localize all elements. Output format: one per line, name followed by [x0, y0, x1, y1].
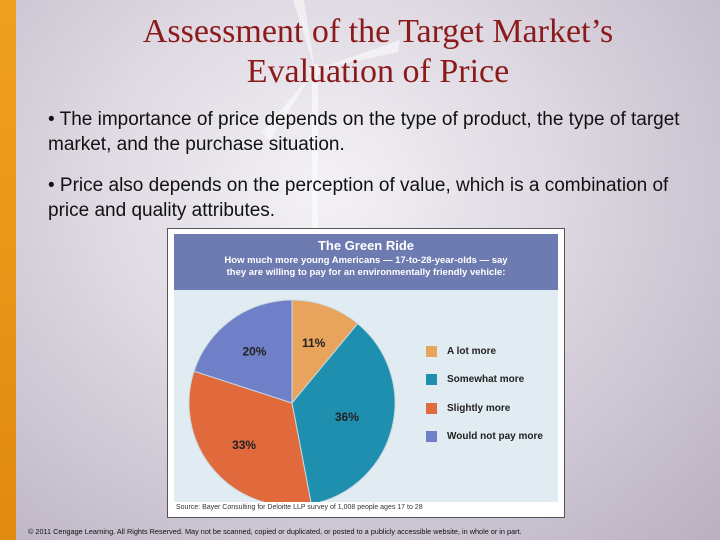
pie-slice-would-not-pay-more	[193, 299, 293, 404]
chart-subtitle: How much more young Americans — 17-to-28…	[182, 255, 550, 279]
pie-label-somewhat-more: 36%	[335, 410, 359, 424]
pie-label-slightly-more: 33%	[232, 438, 256, 452]
legend-swatch	[426, 431, 437, 442]
legend-swatch	[426, 346, 437, 357]
legend-item-would-not-pay-more: Would not pay more	[426, 431, 543, 445]
chart-subtitle-line-1: How much more young Americans — 17-to-28…	[224, 255, 508, 266]
chart-body: 11% 36% 33% 20% A lot more Somewhat more Slig…	[174, 290, 558, 507]
chart-subtitle-line-2: they are willing to pay for an environme…	[226, 267, 506, 278]
accent-bar	[0, 0, 16, 540]
legend-item-somewhat-more: Somewhat more	[426, 374, 524, 388]
slide-title: Assessment of the Target Market’s Evalua…	[40, 12, 716, 92]
legend-item-a-lot-more: A lot more	[426, 346, 496, 360]
copyright-footer: © 2011 Cengage Learning. All Rights Rese…	[28, 527, 522, 536]
legend-swatch	[426, 374, 437, 385]
chart-figure: The Green Ride How much more young Ameri…	[167, 228, 565, 518]
legend-item-slightly-more: Slightly more	[426, 403, 510, 417]
pie-slice-a-lot-more	[291, 299, 359, 405]
pie-label-would-not-pay-more: 20%	[242, 344, 266, 358]
chart-title: The Green Ride	[317, 238, 415, 253]
legend-label: Slightly more	[447, 403, 511, 415]
legend-label: Would not pay more	[447, 431, 543, 443]
bullet-1: • The importance of price depends on the…	[48, 109, 680, 155]
legend-label: Somewhat more	[447, 374, 525, 386]
legend-swatch	[426, 403, 437, 414]
legend-label: A lot more	[447, 346, 497, 358]
title-line-1: Assessment of the Target Market’s	[142, 13, 614, 50]
pie-slice-somewhat-more	[291, 322, 396, 505]
pie-label-a-lot-more: 11%	[302, 336, 326, 350]
bullet-2: • Price also depends on the perception o…	[48, 175, 669, 221]
title-line-2: Evaluation of Price	[246, 53, 510, 90]
pie-chart: 11% 36% 33% 20%	[188, 299, 396, 507]
chart-header: The Green Ride How much more young Ameri…	[174, 234, 558, 290]
wind-turbine-watermark	[262, 0, 400, 230]
chart-source: Source: Bayer Consulting for Deloitte LL…	[176, 504, 423, 511]
